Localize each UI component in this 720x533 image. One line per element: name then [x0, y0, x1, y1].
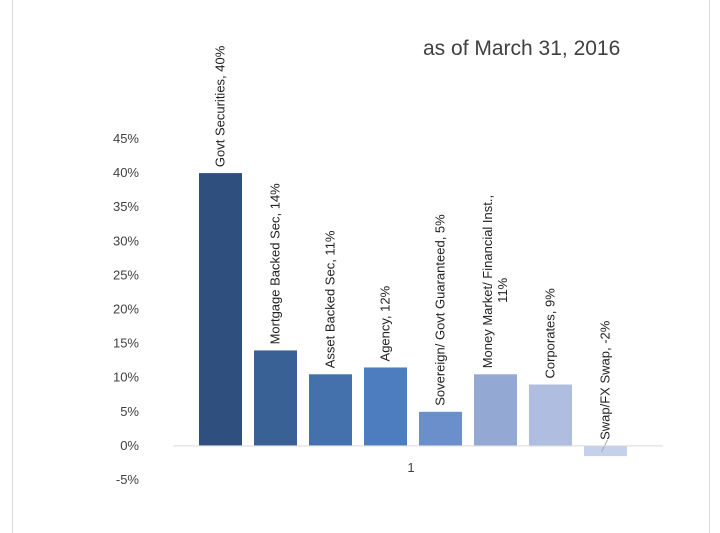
- y-tick-label: 45%: [113, 131, 139, 146]
- bar-chart: as of March 31, 2016 45% 40% 35% 30% 25% 20% 1…: [113, 37, 663, 487]
- bar: [529, 384, 572, 446]
- bar-labels: Govt Securities, 40% Mortgage Backed Sec,…: [213, 45, 613, 453]
- y-tick-label: 20%: [113, 302, 139, 317]
- y-tick-label: 15%: [113, 336, 139, 351]
- y-tick-label: 0%: [120, 438, 139, 453]
- x-axis-category-label: 1: [407, 460, 414, 475]
- data-label: Agency, 12%: [378, 285, 393, 361]
- bar: [584, 445, 627, 457]
- data-label: Sovereign/ Govt Guaranteed, 5%: [433, 214, 448, 406]
- chart-annotation: as of March 31, 2016: [423, 37, 620, 60]
- data-label: Govt Securities, 40%: [213, 45, 228, 167]
- data-label: 11%: [495, 277, 510, 302]
- bar: [419, 411, 462, 446]
- data-label: Corporates, 9%: [543, 288, 558, 379]
- y-tick-label: 35%: [113, 199, 139, 214]
- data-label: Swap/FX Swap, -2%: [598, 320, 613, 440]
- data-label: Mortgage Backed Sec, 14%: [268, 183, 283, 345]
- y-tick-label: 40%: [113, 165, 139, 180]
- y-tick-label: 25%: [113, 267, 139, 282]
- bar: [309, 374, 352, 446]
- bar: [474, 374, 517, 446]
- bar: [254, 350, 297, 446]
- y-tick-label: -5%: [116, 472, 140, 487]
- y-tick-label: 10%: [113, 370, 139, 385]
- bar: [199, 173, 242, 446]
- y-tick-label: 30%: [113, 233, 139, 248]
- y-tick-label: 5%: [120, 404, 139, 419]
- chart-frame: as of March 31, 2016 45% 40% 35% 30% 25% 20% 1…: [12, 0, 710, 533]
- y-axis-labels: 45% 40% 35% 30% 25% 20% 15% 10% 5% 0% -5%: [113, 131, 139, 487]
- bars: [199, 173, 627, 457]
- data-label: Asset Backed Sec, 11%: [323, 230, 338, 368]
- data-label: Money Market/ Financial Inst.,: [480, 195, 495, 368]
- bar: [364, 367, 407, 446]
